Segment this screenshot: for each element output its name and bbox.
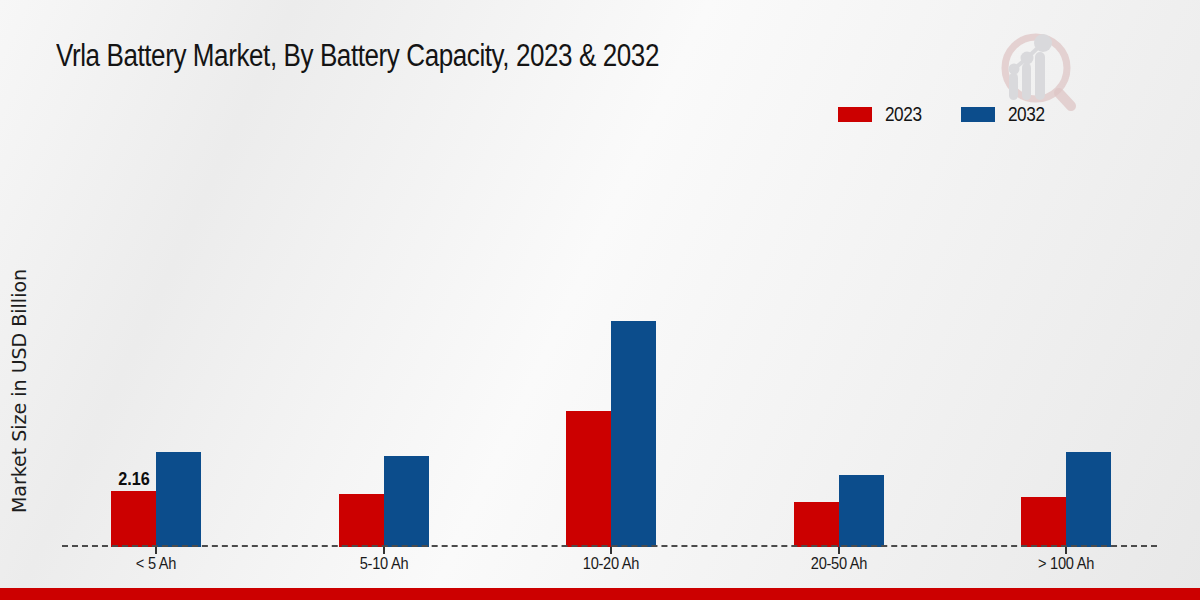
legend-swatch-icon xyxy=(838,107,872,122)
x-axis-tick xyxy=(1065,547,1067,554)
y-axis-label: Market Size in USD Billion xyxy=(8,269,30,513)
x-axis-category-label: > 100 Ah xyxy=(1038,554,1094,574)
bar-2023->-100-Ah xyxy=(1021,497,1066,547)
x-axis-tick xyxy=(610,547,612,554)
x-axis-tick xyxy=(383,547,385,554)
bar-2032-10-20-Ah xyxy=(611,321,656,547)
chart-page: Vrla Battery Market, By Battery Capacity… xyxy=(0,0,1200,600)
legend-item-2032: 2032 xyxy=(961,103,1048,126)
bar-2032-20-50-Ah xyxy=(839,475,884,547)
x-axis-tick xyxy=(155,547,157,554)
legend-swatch-icon xyxy=(961,107,995,122)
x-axis-category-label: 10-20 Ah xyxy=(583,554,639,574)
chart-title: Vrla Battery Market, By Battery Capacity… xyxy=(56,38,659,74)
x-axis-category-label: 20-50 Ah xyxy=(810,554,866,574)
x-axis-tick xyxy=(838,547,840,554)
bar-2032->-100-Ah xyxy=(1066,452,1111,547)
bar-value-label: 2.16 xyxy=(118,469,150,490)
legend-label: 2023 xyxy=(885,103,922,126)
bar-2023-20-50-Ah xyxy=(794,502,839,547)
legend-item-2023: 2023 xyxy=(838,103,925,126)
legend-label: 2032 xyxy=(1007,103,1044,126)
market-research-logo-icon xyxy=(988,18,1080,114)
x-axis-category-label: 5-10 Ah xyxy=(359,554,408,574)
footer-accent-bar xyxy=(0,588,1200,600)
bar-2032-5-10-Ah xyxy=(384,456,429,547)
legend: 2023 2032 xyxy=(838,103,1047,126)
x-axis-category-label: < 5 Ah xyxy=(136,554,176,574)
bar-2023-<-5-Ah xyxy=(111,491,156,547)
bar-2023-10-20-Ah xyxy=(566,411,611,547)
bar-2032-<-5-Ah xyxy=(156,452,201,547)
bar-2023-5-10-Ah xyxy=(339,494,384,547)
